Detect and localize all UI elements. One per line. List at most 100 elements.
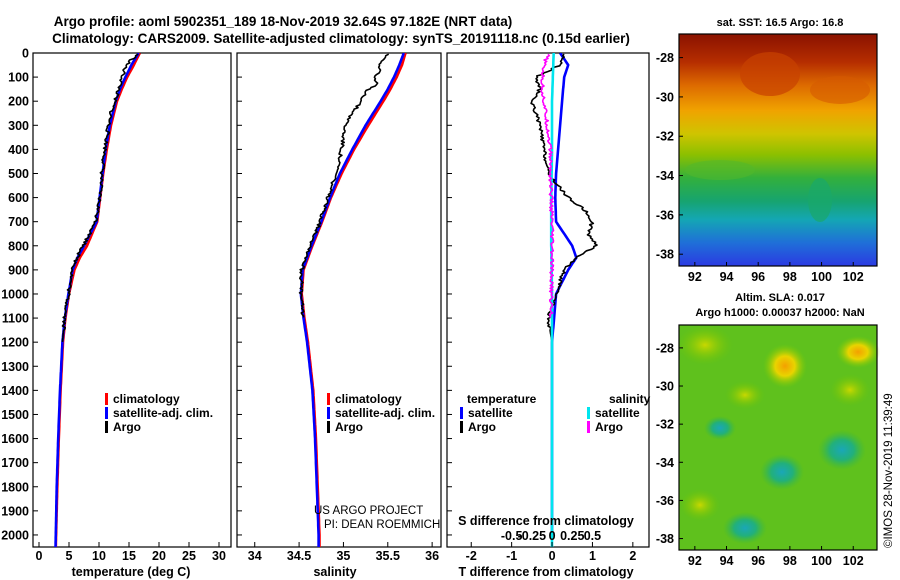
x-tick-label: -1 <box>506 549 517 563</box>
sst-map-frame <box>678 33 878 267</box>
legend-swatch-t-satellite <box>460 407 463 419</box>
temperature-panel-frame <box>32 52 232 548</box>
temperature-legend: climatology satellite-adj. clim. Argo <box>105 392 213 434</box>
s-diff-tick-label: 0 <box>549 529 556 543</box>
x-tick-label: 35 <box>336 549 350 563</box>
legend-swatch-satellite <box>105 407 108 419</box>
s-diff-tick-label: 0.5 <box>584 529 601 543</box>
series-line-s-satellite <box>549 53 555 547</box>
x-tick-label: 25 <box>182 549 196 563</box>
depth-tick-label: 200 <box>8 95 29 109</box>
sla-eddy-low-south <box>723 512 767 544</box>
depth-tick-label: 1900 <box>1 504 29 518</box>
x-tick-label: 15 <box>122 549 136 563</box>
depth-tick-label: 1600 <box>1 432 29 446</box>
sst-warm-eddy <box>740 52 800 96</box>
map-x-tick-label: 98 <box>783 270 797 284</box>
depth-tick-label: 700 <box>8 215 29 229</box>
depth-tick-label: 800 <box>8 239 29 253</box>
map-y-tick-label: -34 <box>656 169 674 183</box>
legend-label-satellite: satellite-adj. clim. <box>113 406 213 420</box>
project-credit: US ARGO PROJECT <box>314 505 423 517</box>
series-line-satellite-adj-clim- <box>299 53 405 547</box>
map-x-tick-label: 102 <box>843 554 864 568</box>
difference-curves <box>530 53 598 547</box>
map-y-tick-label: -34 <box>656 456 674 470</box>
legend-swatch-climatology <box>105 393 108 405</box>
map-x-tick-label: 98 <box>783 554 797 568</box>
sla-high-patch-2 <box>830 374 870 406</box>
sla-map-subtitle: Argo h1000: 0.00037 h2000: NaN <box>695 307 864 319</box>
map-y-tick-label: -32 <box>656 418 674 432</box>
sla-high-patch <box>677 325 733 365</box>
map-x-tick-label: 96 <box>751 554 765 568</box>
s-diff-tick-label: -0.5 <box>501 529 523 543</box>
depth-tick-label: 1300 <box>1 360 29 374</box>
title-line-1: Argo profile: aoml 5902351_189 18-Nov-20… <box>54 14 512 29</box>
map-x-tick-label: 92 <box>688 554 702 568</box>
map-y-tick-label: -30 <box>656 90 674 104</box>
depth-tick-label: 1000 <box>1 287 29 301</box>
difference-legend: temperature satellite Argo salinity sate… <box>460 392 651 434</box>
x-tick-label: 1 <box>589 549 596 563</box>
sla-eddy-low <box>760 454 804 490</box>
map-y-tick-label: -38 <box>656 532 674 546</box>
legend-label-argo: Argo <box>335 420 363 434</box>
x-tick-label: 35.5 <box>376 549 400 563</box>
map-y-tick-label: -36 <box>656 208 674 222</box>
legend-label-satellite: satellite-adj. clim. <box>335 406 435 420</box>
x-tick-label: 30 <box>212 549 226 563</box>
map-ticks: 92 94 96 98 100 102 -28 -30 -32 -34 -36 -38 92 94 96 98… <box>656 51 864 568</box>
legend-swatch-s-satellite <box>587 407 590 419</box>
map-y-tick-label: -28 <box>656 51 674 65</box>
difference-panel-frame <box>446 52 650 548</box>
map-y-tick-label: -32 <box>656 130 674 144</box>
sla-eddy-low-west <box>704 416 736 440</box>
depth-axis-ticks: 0 100 200 300 400 500 600 700 800 900 1000 1100 1200… <box>1 47 29 543</box>
sst-warm-patch <box>810 76 870 104</box>
imos-credit: ©IMOS 28-Nov-2019 11:39:49 <box>883 393 895 548</box>
depth-tick-label: 1400 <box>1 384 29 398</box>
legend-swatch-climatology <box>327 393 330 405</box>
legend-swatch-argo <box>105 421 108 433</box>
sla-eddy-high-east <box>836 336 880 368</box>
sla-eddy-low-east <box>818 430 866 470</box>
pi-credit: PI: DEAN ROEMMICH <box>324 519 440 531</box>
sst-map-title: sat. SST: 16.5 Argo: 16.8 <box>717 17 844 29</box>
depth-tick-label: 600 <box>8 191 29 205</box>
depth-tick-label: 2000 <box>1 528 29 542</box>
sst-map <box>678 33 878 267</box>
salinity-curves <box>298 53 407 547</box>
s-difference-axis-label: S difference from climatology <box>458 514 634 528</box>
sla-high-patch-3 <box>725 381 765 409</box>
legend-label-climatology: climatology <box>113 392 180 406</box>
temperature-axis-label: temperature (deg C) <box>72 565 191 579</box>
depth-tick-label: 1800 <box>1 480 29 494</box>
title-line-2: Climatology: CARS2009. Satellite-adjuste… <box>52 31 630 46</box>
legend-label-climatology: climatology <box>335 392 402 406</box>
legend-swatch-t-argo <box>460 421 463 433</box>
x-tick-label: 2 <box>629 549 636 563</box>
legend-title-temperature: temperature <box>467 392 537 406</box>
map-y-tick-label: -38 <box>656 248 674 262</box>
legend-label-argo: Argo <box>113 420 141 434</box>
legend-label-t-argo: Argo <box>468 420 496 434</box>
t-difference-axis-label: T difference from climatology <box>458 565 633 579</box>
legend-label-s-satellite: satellite <box>595 406 640 420</box>
s-diff-tick-label: -0.25 <box>518 529 547 543</box>
map-x-tick-label: 102 <box>843 270 864 284</box>
salinity-legend: climatology satellite-adj. clim. Argo <box>327 392 435 434</box>
s-diff-tick-label: 0.25 <box>560 529 584 543</box>
legend-swatch-satellite <box>327 407 330 419</box>
map-x-tick-label: 94 <box>720 554 734 568</box>
depth-tick-label: 100 <box>8 71 29 85</box>
salinity-panel-frame <box>236 52 442 548</box>
map-x-tick-label: 92 <box>688 270 702 284</box>
depth-tick-label: 1500 <box>1 408 29 422</box>
map-y-tick-label: -36 <box>656 494 674 508</box>
salinity-axis-label: salinity <box>313 565 356 579</box>
map-x-tick-label: 94 <box>720 270 734 284</box>
series-line-argo <box>61 53 139 343</box>
legend-swatch-argo <box>327 421 330 433</box>
